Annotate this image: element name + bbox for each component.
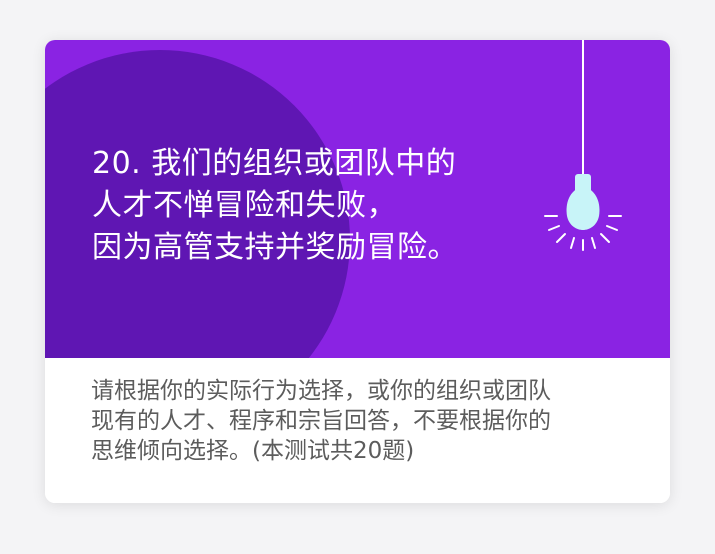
instructions-line-3: 思维倾向选择。(本测试共20题) [91,438,415,464]
question-text: 20. 我们的组织或团队中的 人才不惮冒险和失败， 因为高管支持并奖励冒险。 [92,143,552,269]
instructions-line-2: 现有的人才、程序和宗旨回答，不要根据你的 [91,408,551,434]
question-hero: 20. 我们的组织或团队中的 人才不惮冒险和失败， 因为高管支持并奖励冒险。 [45,40,670,358]
instructions-text: 请根据你的实际行为选择，或你的组织或团队 现有的人才、程序和宗旨回答，不要根据你… [91,376,651,466]
question-line-3: 因为高管支持并奖励冒险。 [92,230,458,265]
question-card: 20. 我们的组织或团队中的 人才不惮冒险和失败， 因为高管支持并奖励冒险。 [45,40,670,503]
question-line-1: 20. 我们的组织或团队中的 [92,146,457,181]
light-bulb-icon [544,40,622,251]
instructions-line-1: 请根据你的实际行为选择，或你的组织或团队 [91,378,551,404]
question-line-2: 人才不惮冒险和失败， [92,188,397,223]
instructions-panel: 请根据你的实际行为选择，或你的组织或团队 现有的人才、程序和宗旨回答，不要根据你… [45,358,670,503]
